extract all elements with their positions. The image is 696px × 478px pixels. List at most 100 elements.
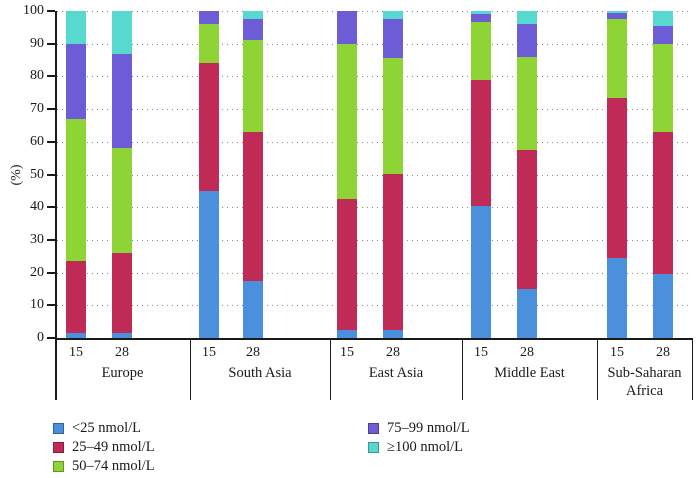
x-tick-label-middle-east-28: 28 (520, 345, 534, 360)
segment-europe-28-25-49-nmol-l (112, 252, 132, 334)
y-tick-label-20: 20 (30, 264, 44, 280)
segment-sub-saharan-africa-15-25-49-nmol-l (607, 97, 627, 258)
bar-middle-east-28 (517, 11, 537, 338)
segment-east-asia-28-25-nmol-l (383, 329, 403, 338)
segment-europe-15-25-nmol-l (66, 333, 86, 338)
y-tick-90 (47, 42, 55, 45)
y-tick-50 (47, 173, 55, 176)
segment-sub-saharan-africa-15-25-nmol-l (607, 257, 627, 338)
bar-europe-15 (66, 11, 86, 338)
segment-europe-15-100-nmol-l (66, 11, 86, 44)
x-group-label-east-asia: East Asia (368, 365, 424, 381)
legend-swatch-75-99-nmol-l (368, 423, 379, 434)
y-tick-60 (47, 140, 55, 143)
legend-swatch-25-49-nmol-l (53, 442, 64, 453)
legend-label: ≥100 nmol/L (387, 439, 464, 455)
segment-south-asia-15-75-99-nmol-l (199, 11, 219, 25)
x-group-label-south-asia: South Asia (228, 365, 292, 381)
segment-east-asia-28-100-nmol-l (383, 11, 403, 20)
segment-east-asia-15-75-99-nmol-l (337, 11, 357, 44)
y-tick-80 (47, 75, 55, 78)
y-tick-100 (47, 10, 55, 12)
segment-europe-15-75-99-nmol-l (66, 43, 86, 119)
y-axis-line (55, 11, 57, 400)
y-tick-label-90: 90 (30, 35, 44, 51)
segment-east-asia-28-25-49-nmol-l (383, 174, 403, 330)
gridline-100 (57, 11, 692, 12)
y-tick-40 (47, 206, 55, 209)
y-tick-label-70: 70 (30, 101, 44, 117)
legend-label: 50–74 nmol/L (72, 458, 155, 474)
y-tick-label-0: 0 (37, 330, 44, 345)
group-separator-1 (190, 338, 191, 400)
segment-sub-saharan-africa-28-100-nmol-l (653, 11, 673, 26)
segment-middle-east-15-25-nmol-l (471, 205, 491, 338)
segment-east-asia-15-25-49-nmol-l (337, 199, 357, 330)
segment-east-asia-15-25-nmol-l (337, 329, 357, 338)
x-group-label-middle-east: Middle East (494, 365, 565, 381)
group-separator-2 (330, 338, 331, 400)
x-tick-label-europe-28: 28 (115, 345, 129, 360)
segment-middle-east-28-75-99-nmol-l (517, 24, 537, 57)
segment-europe-28-75-99-nmol-l (112, 53, 132, 149)
legend-swatch-25-nmol-l (53, 423, 64, 434)
x-tick-label-sub-saharan-africa-28: 28 (656, 345, 670, 360)
group-separator-3 (462, 338, 463, 400)
y-tick-label-30: 30 (30, 231, 44, 247)
group-separator-5 (692, 338, 693, 400)
segment-south-asia-15-25-49-nmol-l (199, 63, 219, 191)
segment-sub-saharan-africa-15-75-99-nmol-l (607, 12, 627, 20)
segment-sub-saharan-africa-28-25-49-nmol-l (653, 131, 673, 275)
legend-swatch-100-nmol-l (368, 442, 379, 453)
segment-middle-east-15-75-99-nmol-l (471, 14, 491, 23)
segment-europe-28-50-74-nmol-l (112, 148, 132, 253)
bar-east-asia-15 (337, 11, 357, 338)
segment-south-asia-15-50-74-nmol-l (199, 24, 219, 64)
segment-sub-saharan-africa-15-50-74-nmol-l (607, 19, 627, 98)
segment-sub-saharan-africa-15-100-nmol-l (607, 11, 627, 13)
bar-sub-saharan-africa-28 (653, 11, 673, 338)
x-tick-label-south-asia-28: 28 (246, 345, 260, 360)
x-group-label-europe: Europe (101, 365, 144, 381)
gridline-70 (57, 109, 692, 111)
bar-south-asia-28 (243, 11, 263, 338)
legend-item-100-nmol-l: ≥100 nmol/L (368, 440, 463, 455)
legend-swatch-50-74-nmol-l (53, 461, 64, 472)
segment-east-asia-15-50-74-nmol-l (337, 43, 357, 199)
segment-europe-28-25-nmol-l (112, 333, 132, 338)
segment-middle-east-15-100-nmol-l (471, 11, 491, 15)
y-tick-30 (47, 238, 55, 241)
x-group-label-sub-saharan-africa: Sub-Saharan Africa (607, 365, 682, 399)
segment-middle-east-28-25-nmol-l (517, 288, 537, 338)
y-tick-20 (47, 271, 55, 274)
legend-label: 75–99 nmol/L (387, 420, 470, 436)
gridline-60 (57, 141, 692, 143)
segment-east-asia-28-75-99-nmol-l (383, 19, 403, 59)
legend-item-25-49-nmol-l: 25–49 nmol/L (53, 440, 155, 455)
segment-europe-15-25-49-nmol-l (66, 261, 86, 334)
segment-europe-28-100-nmol-l (112, 11, 132, 54)
segment-east-asia-28-50-74-nmol-l (383, 58, 403, 175)
gridline-10 (57, 305, 692, 307)
gridline-30 (57, 239, 692, 241)
x-tick-label-south-asia-15: 15 (202, 345, 216, 360)
segment-middle-east-28-25-49-nmol-l (517, 149, 537, 289)
legend-label: <25 nmol/L (72, 420, 141, 436)
bar-south-asia-15 (199, 11, 219, 338)
legend-label: 25–49 nmol/L (72, 439, 155, 455)
segment-south-asia-28-25-nmol-l (243, 280, 263, 338)
segment-europe-15-50-74-nmol-l (66, 118, 86, 262)
segment-middle-east-15-50-74-nmol-l (471, 22, 491, 80)
segment-south-asia-28-100-nmol-l (243, 11, 263, 20)
segment-middle-east-15-25-49-nmol-l (471, 79, 491, 206)
bar-europe-28 (112, 11, 132, 338)
bar-sub-saharan-africa-15 (607, 11, 627, 338)
y-tick-label-50: 50 (30, 166, 44, 182)
segment-south-asia-28-50-74-nmol-l (243, 40, 263, 132)
y-tick-10 (47, 304, 55, 307)
group-separator-4 (597, 338, 598, 400)
segment-middle-east-28-100-nmol-l (517, 11, 537, 25)
gridline-40 (57, 207, 692, 209)
bar-middle-east-15 (471, 11, 491, 338)
